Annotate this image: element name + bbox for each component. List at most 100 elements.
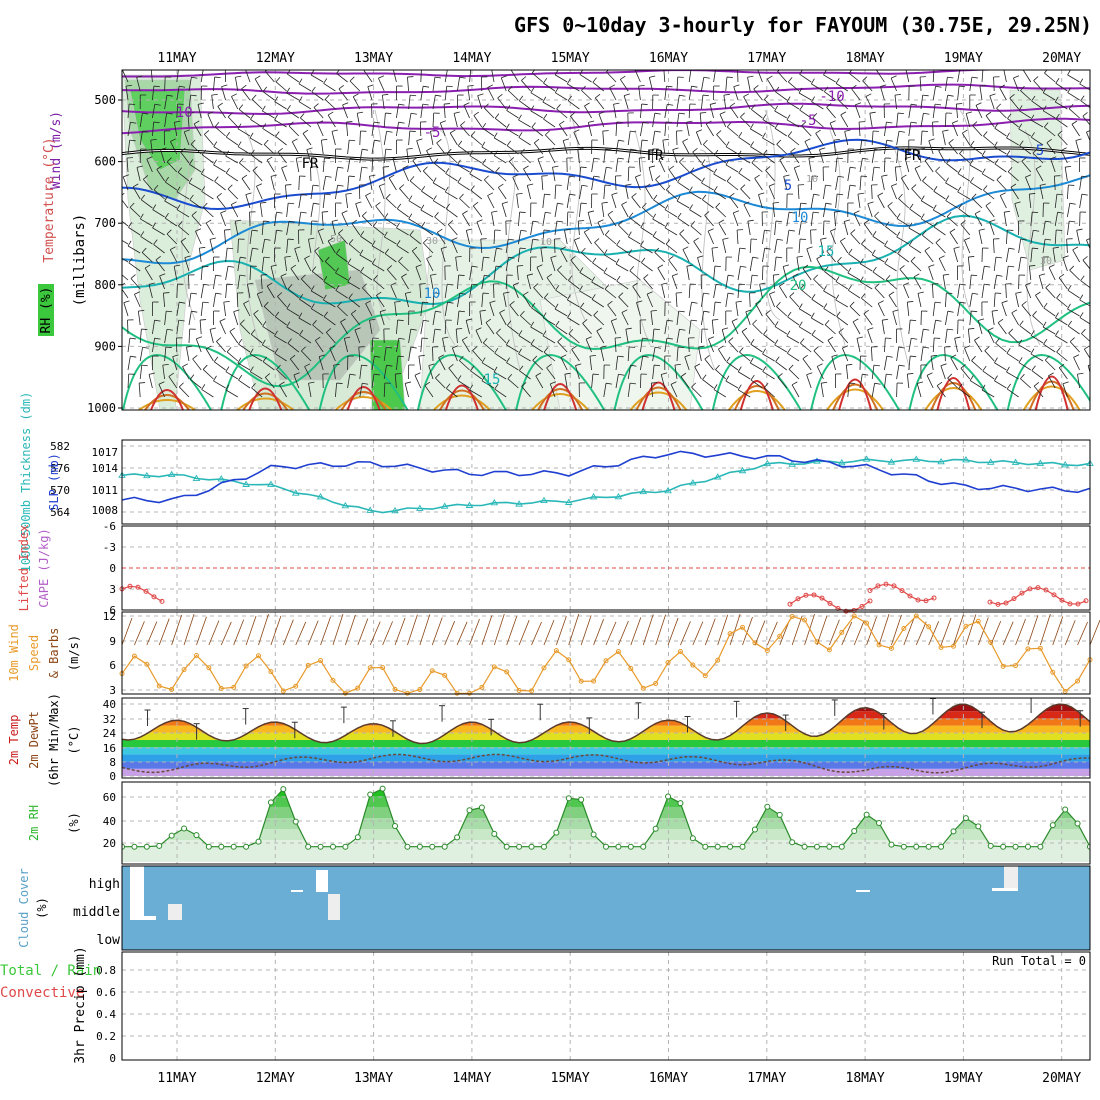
- wind-barb: [275, 136, 287, 146]
- rh-marker: [1049, 822, 1056, 829]
- wind-barb: [360, 271, 373, 281]
- wind-barb: [615, 374, 619, 389]
- wind-barb: [310, 220, 313, 236]
- wind-barb: [431, 617, 443, 646]
- wind-barb-flag: [629, 266, 635, 272]
- wind-barb-flag: [455, 255, 462, 258]
- wind-barb-flag: [676, 195, 681, 202]
- wind-barb: [543, 351, 556, 362]
- wind-barb-flag: [200, 168, 205, 175]
- wind-barb-flag: [153, 239, 158, 245]
- wind-barb-flag: [543, 347, 549, 353]
- wind-barb: [848, 72, 861, 83]
- thickness-line-marker: [639, 487, 648, 495]
- wind-barb-flag: [725, 159, 730, 166]
- wind-barb: [1066, 238, 1068, 254]
- wind-marker: [330, 677, 336, 683]
- warm-isotherm: [930, 382, 977, 410]
- wind-barb-flag: [380, 309, 386, 312]
- wind-barb-flag: [596, 327, 603, 332]
- wind-barb-flag: [796, 255, 803, 258]
- wind-barb-flag: [938, 147, 945, 152]
- wind-barb-flag: [530, 339, 535, 345]
- wind-barb-flag: [765, 310, 771, 315]
- wind-barb: [591, 158, 595, 173]
- wind-barb-flag: [1048, 264, 1055, 268]
- wind-barb: [676, 130, 678, 146]
- wind-barb: [375, 205, 385, 218]
- wind-barb: [152, 227, 165, 236]
- wind-barb: [682, 249, 690, 263]
- wind-barb: [799, 73, 812, 83]
- wind-barb: [322, 158, 325, 173]
- wind-barb-flag: [153, 85, 160, 88]
- wind-barb: [1032, 152, 1044, 164]
- wind-barb: [640, 245, 653, 254]
- wind-barb: [419, 284, 422, 299]
- wind-barb-flag: [743, 201, 750, 205]
- wind-marker: [901, 626, 907, 632]
- wind-barb: [567, 299, 580, 308]
- wind-barb-flag: [823, 303, 828, 309]
- wind-barb-flag: [580, 302, 585, 308]
- wind-barb-flag: [611, 318, 618, 322]
- li-marker: [795, 596, 801, 602]
- wind-barb-flag: [823, 285, 827, 292]
- wind-barb-flag: [331, 219, 338, 222]
- wind-barb: [713, 389, 727, 398]
- wind-barb-flag: [884, 240, 888, 247]
- wind-barb-flag: [600, 345, 607, 348]
- wind-barb-flag: [365, 192, 372, 196]
- wind-barb: [494, 155, 507, 164]
- wind-barb: [408, 329, 412, 344]
- wind-barb: [688, 284, 691, 299]
- thickness-label: 1000-500mb Thickness (dm): [19, 392, 33, 573]
- wind-barb: [233, 311, 239, 326]
- wind-barb-flag: [775, 356, 780, 362]
- thickness-line-marker: [242, 480, 250, 487]
- li-marker: [787, 601, 793, 607]
- wind-barb-flag: [476, 219, 483, 223]
- wind-barb-flag: [837, 193, 844, 196]
- wind-barb: [286, 92, 300, 101]
- wind-barb-flag: [917, 291, 924, 294]
- wind-barb: [1048, 375, 1056, 389]
- wind-barb: [755, 303, 763, 317]
- wind-barb: [762, 353, 775, 362]
- wind-barb-flag: [134, 291, 141, 295]
- wind-barb: [1002, 621, 1014, 646]
- wind-barb: [823, 185, 826, 200]
- wind-barb-flag: [862, 157, 869, 160]
- wind-barb: [356, 113, 361, 128]
- wind-marker: [1075, 678, 1081, 684]
- wind-barb: [520, 315, 531, 326]
- wind-barb-flag: [777, 70, 780, 72]
- wind-barb-flag: [909, 203, 914, 210]
- wind-barb: [202, 369, 214, 380]
- wind-barb: [719, 114, 727, 128]
- wind-barb-flag: [545, 130, 550, 136]
- wind-barb: [1062, 383, 1068, 398]
- rh-marker: [429, 843, 436, 850]
- wind-barb-flag: [837, 256, 842, 262]
- wind-barb-flag: [533, 283, 539, 288]
- wind-barb-flag: [591, 294, 596, 300]
- wind-barb: [829, 122, 836, 137]
- wind-barb-flag: [869, 111, 876, 114]
- wind-barb-flag: [437, 228, 443, 233]
- wind-barb: [743, 204, 751, 218]
- wind-barb-flag: [810, 78, 815, 85]
- wind-barb-flag: [270, 264, 277, 267]
- wind-barb-flag: [813, 274, 819, 280]
- warm-isotherm: [150, 389, 184, 410]
- wind-barb-flag: [1039, 273, 1046, 276]
- li-tick: 3: [109, 583, 116, 596]
- wind-barb: [432, 95, 436, 110]
- wind-barb: [686, 266, 690, 281]
- wind-barb: [164, 76, 166, 92]
- isotherm-label: 10: [424, 286, 441, 302]
- wind-barb: [444, 284, 448, 299]
- wind-barb-flag: [922, 230, 927, 236]
- wind-barb: [849, 305, 861, 317]
- wind-barb-flag: [872, 231, 877, 237]
